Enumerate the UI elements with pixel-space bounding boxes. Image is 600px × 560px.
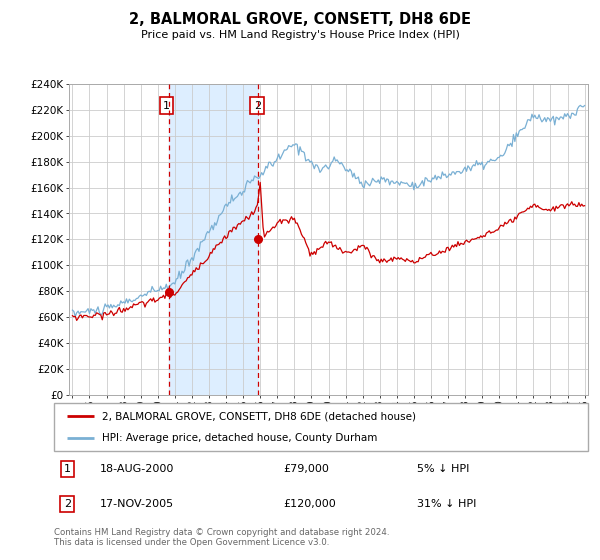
FancyBboxPatch shape [54, 403, 588, 451]
Text: 1: 1 [163, 101, 170, 111]
Text: Contains HM Land Registry data © Crown copyright and database right 2024.
This d: Contains HM Land Registry data © Crown c… [54, 528, 389, 547]
Text: 17-NOV-2005: 17-NOV-2005 [100, 499, 173, 509]
Text: 1: 1 [64, 464, 71, 474]
Bar [169, 84, 258, 395]
Text: £79,000: £79,000 [284, 464, 329, 474]
Text: £120,000: £120,000 [284, 499, 337, 509]
Text: 2, BALMORAL GROVE, CONSETT, DH8 6DE (detached house): 2, BALMORAL GROVE, CONSETT, DH8 6DE (det… [102, 411, 416, 421]
Text: 18-AUG-2000: 18-AUG-2000 [100, 464, 174, 474]
Text: 5% ↓ HPI: 5% ↓ HPI [417, 464, 469, 474]
Text: 2: 2 [254, 101, 261, 111]
Text: Price paid vs. HM Land Registry's House Price Index (HPI): Price paid vs. HM Land Registry's House … [140, 30, 460, 40]
Text: 31% ↓ HPI: 31% ↓ HPI [417, 499, 476, 509]
Text: HPI: Average price, detached house, County Durham: HPI: Average price, detached house, Coun… [102, 433, 377, 443]
Text: 2, BALMORAL GROVE, CONSETT, DH8 6DE: 2, BALMORAL GROVE, CONSETT, DH8 6DE [129, 12, 471, 27]
Text: 2: 2 [64, 499, 71, 509]
